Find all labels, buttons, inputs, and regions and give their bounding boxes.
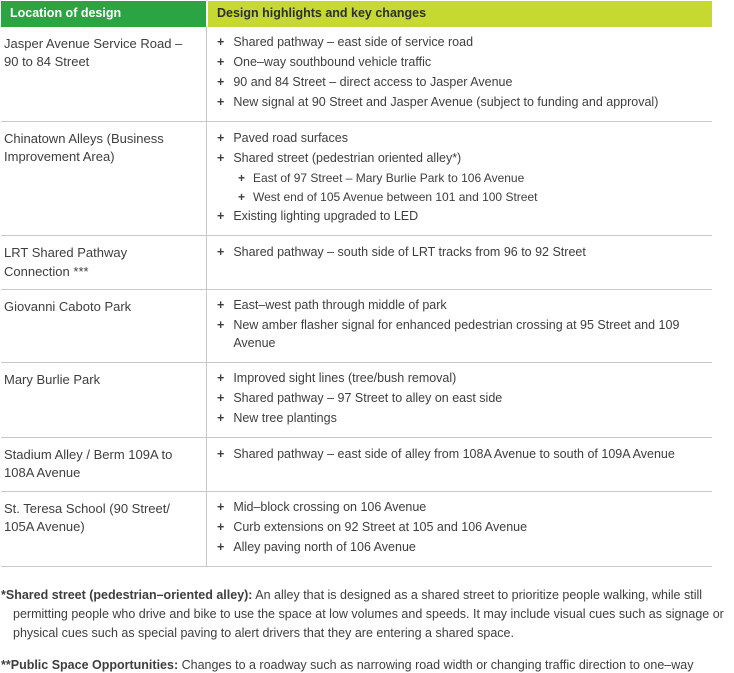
location-cell: Jasper Avenue Service Road – 90 to 84 St…	[4, 35, 183, 69]
plus-bullet-icon: +	[238, 190, 246, 205]
bullet-item: + Shared pathway – 97 Street to alley on …	[217, 390, 704, 408]
plus-bullet-icon: +	[217, 500, 225, 515]
sub-bullet-item: + East of 97 Street – Mary Burlie Park to…	[238, 170, 704, 187]
location-cell: Chinatown Alleys (Business Improvement A…	[4, 131, 164, 165]
table-body: Jasper Avenue Service Road – 90 to 84 St…	[1, 26, 712, 568]
table-row: Mary Burlie Park + Improved sight lines (t…	[1, 362, 712, 439]
plus-bullet-icon: +	[217, 371, 225, 386]
bullet-text: New signal at 90 Street and Jasper Avenu…	[233, 95, 659, 110]
bullet-item: + Curb extensions on 92 Street at 105 and…	[217, 519, 704, 537]
bullet-text: Curb extensions on 92 Street at 105 and …	[233, 520, 528, 535]
plus-bullet-icon: +	[217, 55, 225, 70]
table-row: Chinatown Alleys (Business Improvement A…	[1, 122, 712, 237]
bullet-text: One–way southbound vehicle traffic	[233, 55, 432, 70]
plus-bullet-icon: +	[217, 95, 225, 110]
bullet-item: + Shared street (pedestrian oriented alle…	[217, 150, 704, 168]
bullet-item: + One–way southbound vehicle traffic	[217, 54, 704, 72]
plus-bullet-icon: +	[217, 411, 225, 426]
bullet-item: + Improved sight lines (tree/bush removal…	[217, 370, 704, 388]
bullet-text: Mid–block crossing on 106 Avenue	[233, 500, 427, 515]
bullet-text: East of 97 Street – Mary Burlie Park to …	[253, 170, 525, 185]
highlights-cell: + Mid–block crossing on 106 Avenue + Curb e…	[206, 491, 712, 567]
plus-bullet-icon: +	[217, 75, 225, 90]
plus-bullet-icon: +	[217, 209, 225, 224]
plus-bullet-icon: +	[217, 446, 225, 461]
highlights-cell: + Improved sight lines (tree/bush removal…	[206, 362, 712, 438]
highlights-cell: + Shared pathway – east side of alley fro…	[206, 438, 712, 491]
bullet-text: Paved road surfaces	[233, 130, 348, 145]
bullet-text: Shared pathway – east side of alley from…	[233, 446, 675, 461]
highlights-cell: + Shared pathway – south side of LRT trac…	[206, 236, 712, 289]
bullet-text: East–west path through middle of park	[233, 298, 447, 313]
column-header-location: Location of design	[1, 1, 206, 27]
footnote-lead: **Public Space Opportunities:	[1, 658, 179, 673]
design-table: Location of design Design highlights and…	[1, 1, 712, 568]
plus-bullet-icon: +	[238, 170, 246, 185]
table-row: LRT Shared Pathway Connection *** + Shared…	[1, 236, 712, 290]
bullet-text: Shared pathway – east side of service ro…	[233, 35, 474, 50]
footnote-text: An alley that is designed as a shared st…	[13, 588, 724, 640]
table-row: Stadium Alley / Berm 109A to 108A Avenue…	[1, 438, 712, 492]
bullet-text: Shared pathway – south side of LRT track…	[233, 244, 586, 259]
plus-bullet-icon: +	[217, 540, 225, 555]
bullet-item: + Paved road surfaces	[217, 130, 704, 148]
column-header-highlights: Design highlights and key changes	[206, 1, 712, 27]
plus-bullet-icon: +	[217, 35, 225, 50]
bullet-item: + New amber flasher signal for enhanced p…	[217, 317, 704, 352]
bullet-item: + Existing lighting upgraded to LED	[217, 208, 704, 226]
location-cell: St. Teresa School (90 Street/ 105A Avenu…	[4, 500, 170, 534]
table-row: Jasper Avenue Service Road – 90 to 84 St…	[1, 26, 712, 123]
bullet-item: + Mid–block crossing on 106 Avenue	[217, 499, 704, 517]
bullet-text: Shared street (pedestrian oriented alley…	[233, 150, 462, 165]
footnote-text: Changes to a roadway such as narrowing r…	[181, 658, 694, 673]
footnote: **Public Space Opportunities: Changes to…	[1, 656, 725, 673]
bullet-item: + Shared pathway – south side of LRT trac…	[217, 244, 704, 262]
table-row: Giovanni Caboto Park + East–west path thro…	[1, 289, 712, 363]
table-row: St. Teresa School (90 Street/ 105A Avenu…	[1, 491, 712, 568]
bullet-text: New amber flasher signal for enhanced pe…	[233, 318, 680, 350]
location-cell: Giovanni Caboto Park	[4, 298, 132, 314]
plus-bullet-icon: +	[217, 298, 225, 313]
footnote-lead: *Shared street (pedestrian–oriented alle…	[1, 588, 253, 603]
sub-bullet-item: + West end of 105 Avenue between 101 and …	[238, 189, 704, 206]
bullet-item: + East–west path through middle of park	[217, 297, 704, 315]
plus-bullet-icon: +	[217, 130, 225, 145]
highlights-cell: + East–west path through middle of park + N…	[206, 289, 712, 362]
footnote: *Shared street (pedestrian–oriented alle…	[1, 586, 725, 642]
bullet-text: Existing lighting upgraded to LED	[233, 209, 419, 224]
plus-bullet-icon: +	[217, 318, 225, 333]
bullet-item: + Alley paving north of 106 Avenue	[217, 539, 704, 557]
bullet-text: New tree plantings	[233, 411, 337, 426]
location-cell: Stadium Alley / Berm 109A to 108A Avenue	[4, 447, 173, 481]
bullet-text: Alley paving north of 106 Avenue	[233, 540, 416, 555]
highlights-cell: + Shared pathway – east side of service r…	[206, 26, 712, 122]
plus-bullet-icon: +	[217, 244, 225, 259]
footnotes: *Shared street (pedestrian–oriented alle…	[1, 586, 725, 673]
highlights-cell: + Paved road surfaces + Shared street (pede…	[206, 122, 712, 236]
bullet-text: 90 and 84 Street – direct access to Jasp…	[233, 75, 513, 90]
bullet-item: +90 and 84 Street – direct access to Jas…	[217, 74, 704, 92]
bullet-item: + New tree plantings	[217, 410, 704, 428]
plus-bullet-icon: +	[217, 150, 225, 165]
plus-bullet-icon: +	[217, 520, 225, 535]
bullet-text: Improved sight lines (tree/bush removal)	[233, 371, 457, 386]
bullet-item: + Shared pathway – east side of alley fro…	[217, 446, 704, 464]
plus-bullet-icon: +	[217, 391, 225, 406]
bullet-text: Shared pathway – 97 Street to alley on e…	[233, 391, 503, 406]
bullet-item: + Shared pathway – east side of service r…	[217, 34, 704, 52]
bullet-text: West end of 105 Avenue between 101 and 1…	[253, 190, 538, 205]
location-cell: LRT Shared Pathway Connection ***	[4, 245, 128, 279]
table-header-row: Location of design Design highlights and…	[1, 1, 712, 27]
bullet-item: + New signal at 90 Street and Jasper Aven…	[217, 94, 704, 112]
location-cell: Mary Burlie Park	[4, 371, 101, 387]
